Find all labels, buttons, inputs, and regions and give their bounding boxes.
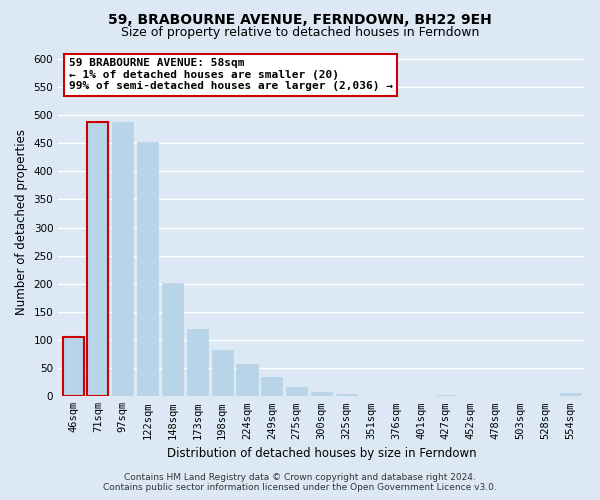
Text: Size of property relative to detached houses in Ferndown: Size of property relative to detached ho… bbox=[121, 26, 479, 39]
Bar bbox=[286, 388, 307, 396]
Text: 59, BRABOURNE AVENUE, FERNDOWN, BH22 9EH: 59, BRABOURNE AVENUE, FERNDOWN, BH22 9EH bbox=[108, 12, 492, 26]
Text: 59 BRABOURNE AVENUE: 58sqm
← 1% of detached houses are smaller (20)
99% of semi-: 59 BRABOURNE AVENUE: 58sqm ← 1% of detac… bbox=[69, 58, 393, 91]
Bar bbox=[560, 394, 581, 396]
Bar bbox=[187, 329, 208, 396]
Text: Contains HM Land Registry data © Crown copyright and database right 2024.
Contai: Contains HM Land Registry data © Crown c… bbox=[103, 473, 497, 492]
Bar bbox=[236, 364, 257, 396]
Bar bbox=[262, 376, 283, 396]
X-axis label: Distribution of detached houses by size in Ferndown: Distribution of detached houses by size … bbox=[167, 447, 476, 460]
Bar bbox=[212, 350, 233, 397]
Bar bbox=[336, 394, 357, 396]
Bar bbox=[162, 282, 183, 397]
Bar bbox=[62, 337, 83, 396]
Bar bbox=[137, 142, 158, 397]
Bar bbox=[311, 392, 332, 396]
Bar bbox=[112, 122, 133, 396]
Bar bbox=[435, 395, 457, 396]
Y-axis label: Number of detached properties: Number of detached properties bbox=[15, 129, 28, 315]
Bar bbox=[88, 122, 109, 396]
